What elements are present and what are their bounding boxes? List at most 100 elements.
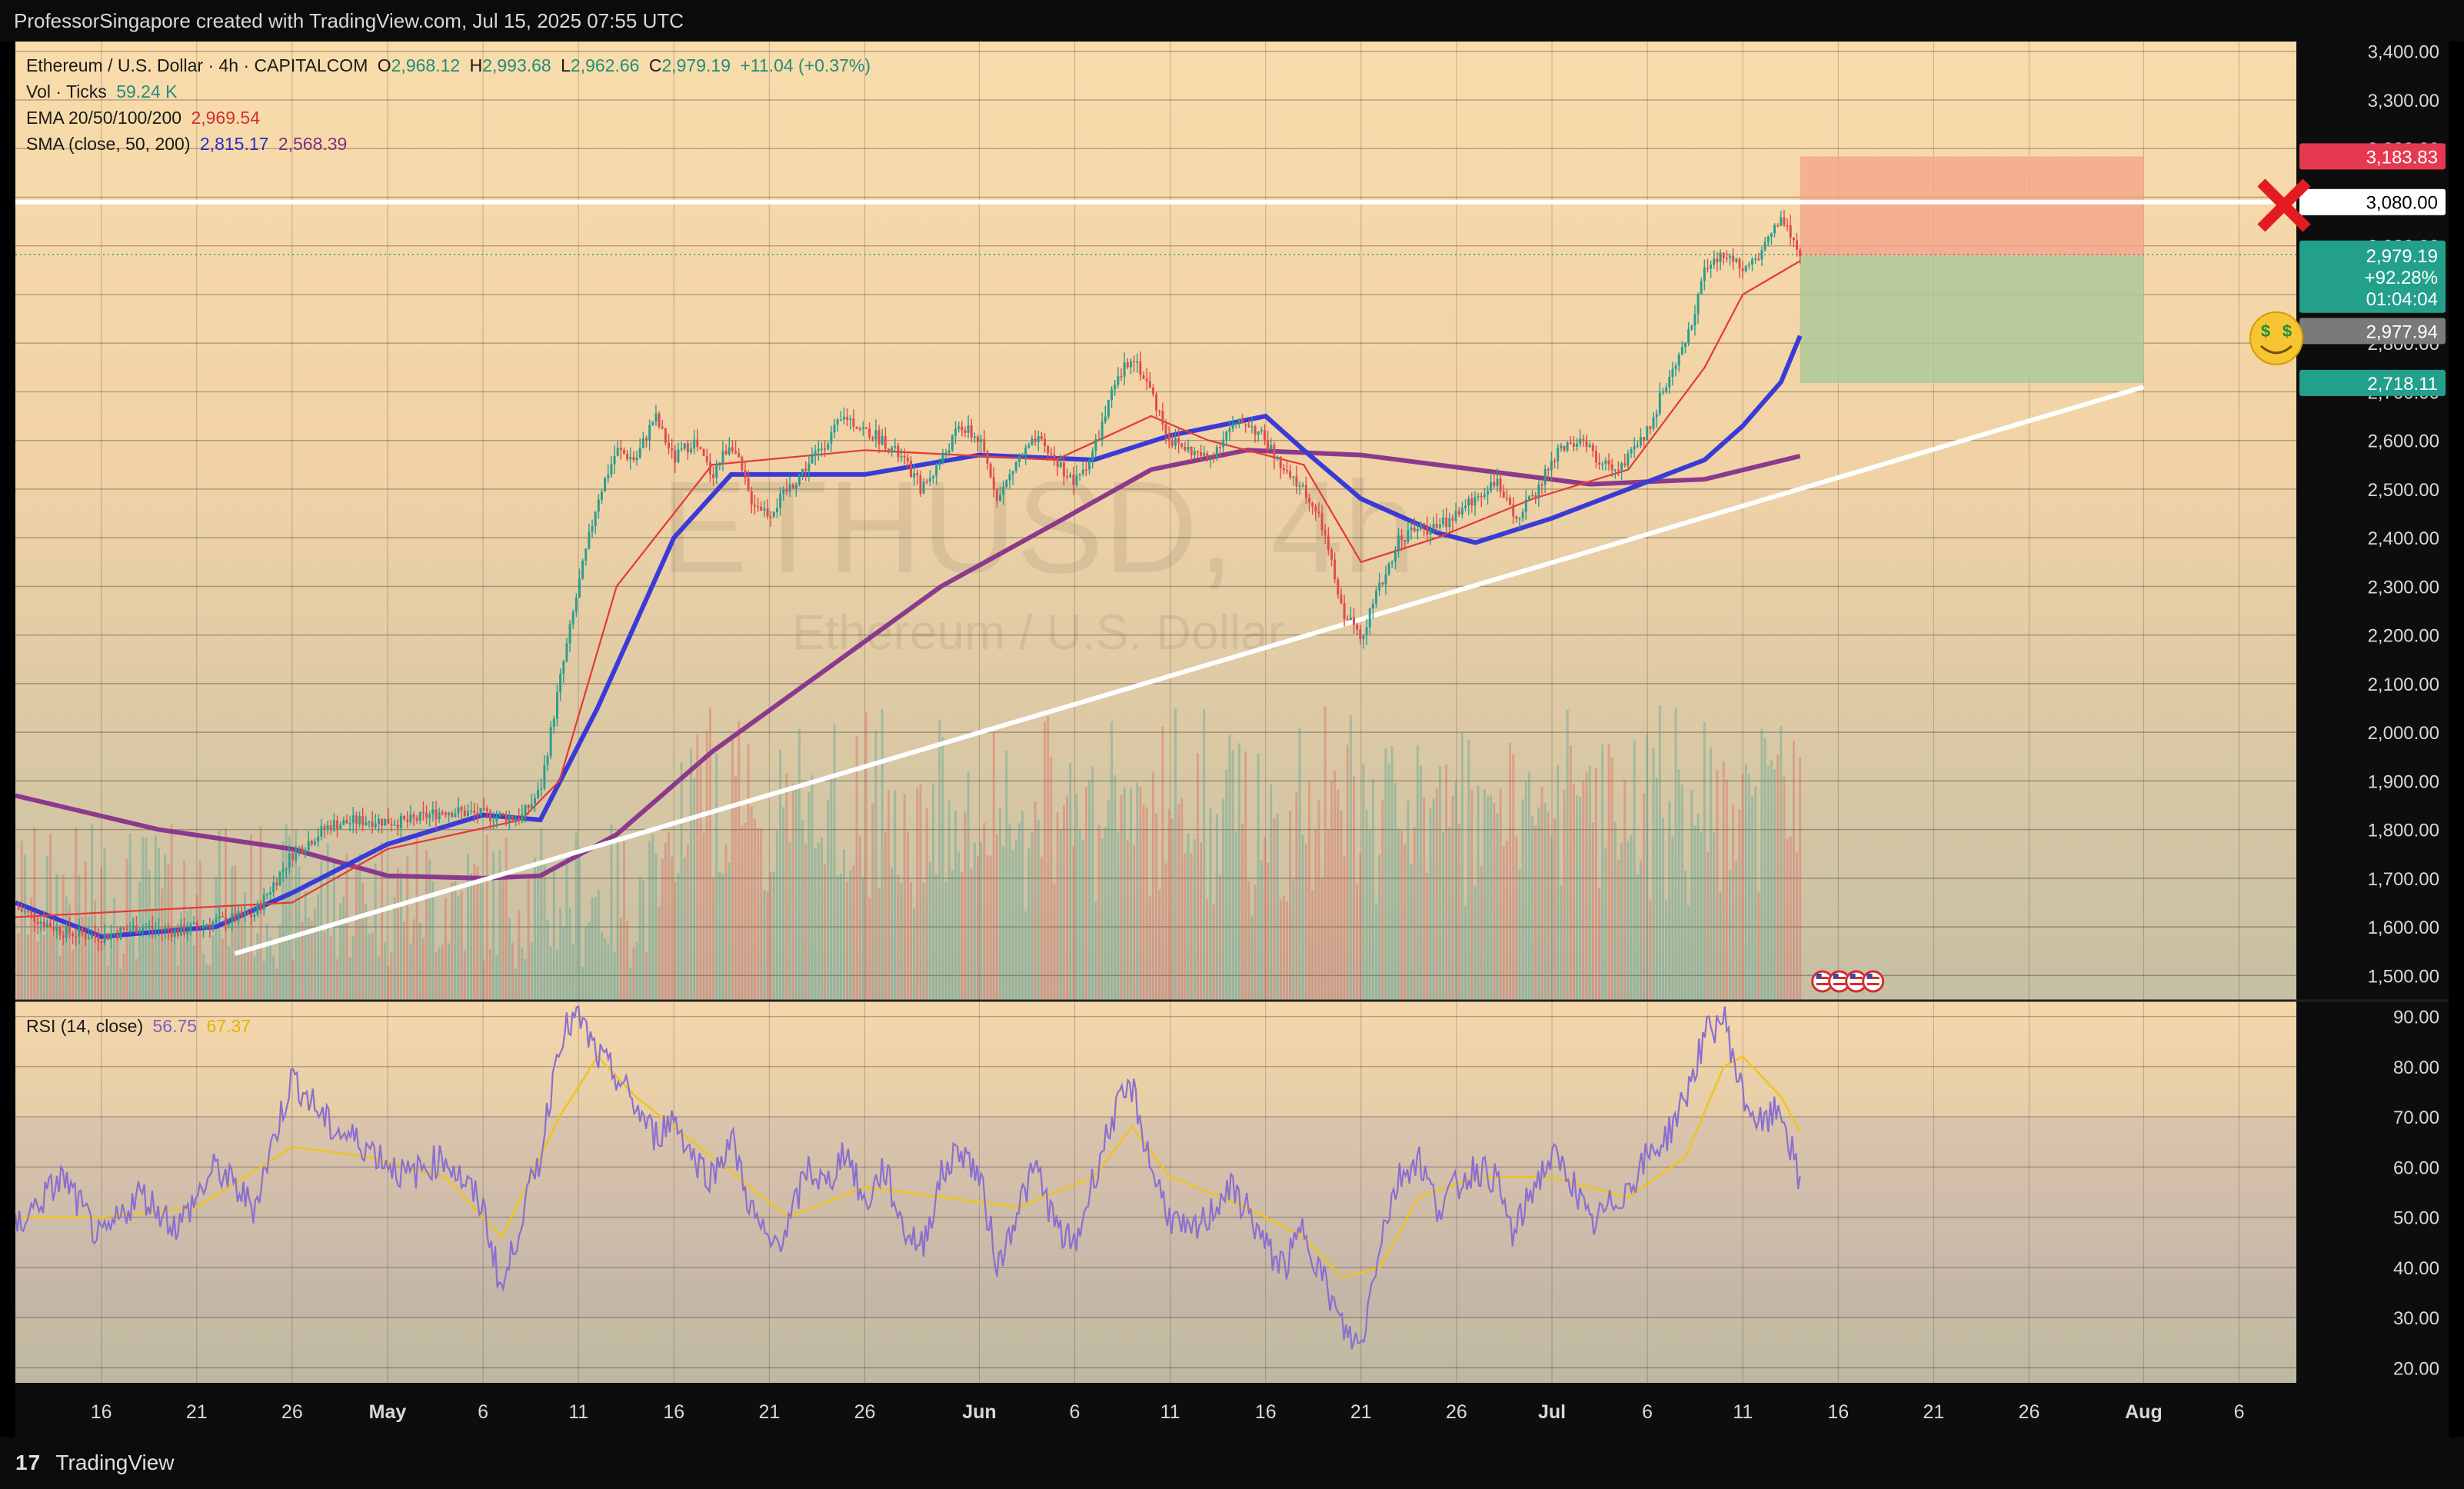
volume-bar <box>897 874 900 1000</box>
candle-body <box>1505 498 1508 499</box>
volume-bar <box>932 783 934 1000</box>
candle-body <box>664 428 667 443</box>
volume-bar <box>1738 808 1741 1000</box>
candle-body <box>1493 481 1496 486</box>
ema-price-tag-bg <box>2299 318 2446 345</box>
tradingview-footer[interactable]: 17 TradingView <box>0 1437 2464 1489</box>
volume-bar <box>753 818 756 1000</box>
volume-bar <box>457 895 460 1000</box>
candle-body <box>705 456 708 462</box>
candle-body <box>1432 524 1435 530</box>
volume-bar <box>1381 799 1384 1000</box>
volume-bar <box>696 735 699 1000</box>
candle-body <box>438 812 441 820</box>
candle-body <box>1069 475 1072 478</box>
candle-body <box>1346 619 1349 621</box>
volume-bar <box>887 789 890 1000</box>
volume-bar <box>1024 911 1027 1000</box>
volume-bar <box>1053 883 1056 1000</box>
candle-body <box>1569 442 1572 444</box>
candle-body <box>132 925 135 931</box>
volume-bar <box>858 836 861 1000</box>
volume-bar <box>1690 790 1693 1000</box>
candle-body <box>1177 438 1180 444</box>
candle-body <box>552 718 555 728</box>
candle-body <box>1792 237 1795 241</box>
candle-body <box>696 439 699 448</box>
volume-bar <box>1059 829 1062 1000</box>
candle-body <box>390 824 393 825</box>
time-tick-label: 16 <box>91 1401 112 1423</box>
volume-bar <box>314 908 317 1000</box>
volume-bar <box>1467 740 1470 1000</box>
candle-body <box>142 928 145 931</box>
candle-body <box>1610 464 1613 471</box>
volume-bar <box>791 783 794 1000</box>
candles[interactable] <box>17 210 1802 951</box>
candle-body <box>234 913 237 921</box>
candle-body <box>1649 426 1652 429</box>
candle-body <box>1196 451 1199 453</box>
candle-body <box>1741 268 1744 271</box>
volume-bar <box>540 828 543 1000</box>
candle-body <box>1091 451 1094 461</box>
us-event-flag-stripe <box>1816 977 1829 979</box>
candle-body <box>1292 476 1295 478</box>
candle-body <box>1187 446 1190 451</box>
us-event-flag-canton <box>1850 974 1856 978</box>
volume-bar <box>275 968 278 1000</box>
candle-body <box>910 461 912 478</box>
candle-body <box>256 903 259 915</box>
candle-body <box>1693 314 1696 326</box>
volume-bar <box>1088 779 1091 1000</box>
candle-body <box>1279 456 1282 468</box>
volume-bar <box>744 822 747 1000</box>
candle-body <box>326 824 329 830</box>
volume-bar <box>1674 707 1677 1000</box>
volume-bar <box>1416 744 1419 1000</box>
candle-body <box>250 914 253 918</box>
candle-body <box>167 928 170 931</box>
candle-body <box>989 464 992 478</box>
candle-body <box>409 814 412 822</box>
rsi-tick-label: 50.00 <box>2393 1208 2439 1229</box>
candle-body <box>1225 431 1228 440</box>
candle-body <box>1250 426 1254 428</box>
us-event-flag-stripe <box>1866 983 1880 985</box>
volume-bar <box>97 930 100 1000</box>
candle-body <box>632 457 635 461</box>
price-tick-label: 2,500.00 <box>2368 480 2439 501</box>
candle-body <box>1021 455 1024 457</box>
candle-body <box>448 812 451 815</box>
volume-bar <box>1582 781 1585 1000</box>
candle-body <box>189 924 192 932</box>
candle-body <box>501 812 504 814</box>
chart-frame[interactable]: ETHUSD, 4h Ethereum / U.S. Dollar 3,400.0… <box>14 42 2449 1437</box>
candle-body <box>457 807 460 814</box>
volume-bar <box>552 865 555 1000</box>
candle-body <box>1400 535 1403 541</box>
volume-bar <box>549 946 552 1000</box>
volume-bar <box>368 934 371 1000</box>
volume-bar <box>1710 747 1713 1000</box>
volume-bar <box>1184 853 1187 1000</box>
candle-body <box>855 426 858 429</box>
volume-bar <box>285 823 288 1000</box>
volume-bar <box>265 924 268 1000</box>
volume-bar <box>1286 901 1288 1000</box>
candle-body <box>431 809 435 814</box>
candle-body <box>27 911 30 913</box>
volume-bar <box>1493 803 1496 1000</box>
candle-body <box>604 478 607 492</box>
candle-body <box>1696 294 1700 315</box>
volume-bar <box>1069 762 1072 1000</box>
time-tick-label: Aug <box>2125 1401 2163 1423</box>
volume-bar <box>1502 846 1505 1000</box>
candle-body <box>830 432 833 445</box>
candle-body <box>648 425 651 441</box>
volume-bar <box>1011 850 1014 1000</box>
candle-body <box>1518 518 1521 520</box>
volume-bar <box>1304 844 1307 1000</box>
candle-body <box>537 789 540 798</box>
